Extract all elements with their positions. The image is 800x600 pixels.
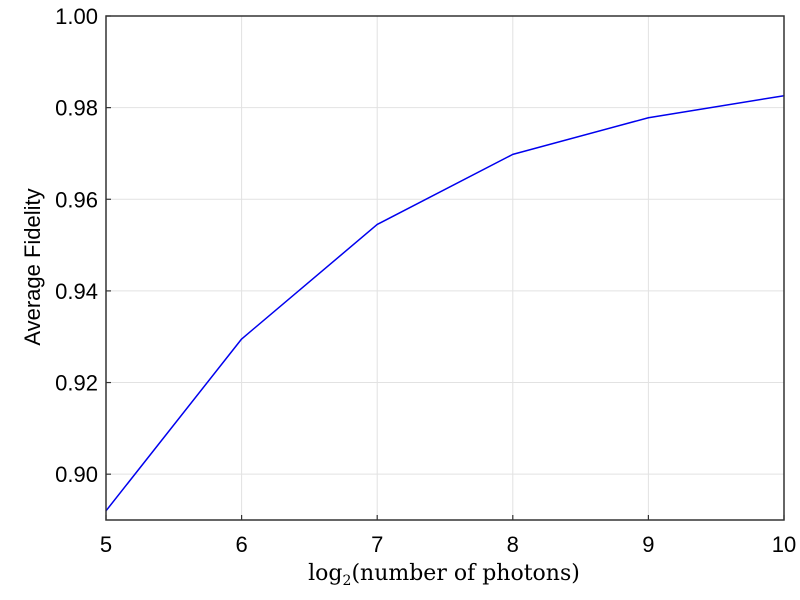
- x-tick-label: 5: [100, 532, 112, 557]
- plot-frame: [105, 15, 785, 521]
- y-tick-label: 0.90: [55, 462, 98, 487]
- x-tick-label: 7: [371, 532, 383, 557]
- data-point: [647, 117, 650, 119]
- y-tick-label: 0.96: [55, 187, 98, 212]
- x-tick-label: 9: [642, 532, 654, 557]
- data-point: [512, 153, 514, 155]
- x-axis-label-fn: log: [308, 561, 342, 586]
- x-axis-label-sub: 2: [343, 573, 352, 589]
- x-tick-label: 6: [235, 532, 247, 557]
- x-tick-labels: 5 6 7 8 9 10: [100, 532, 796, 557]
- y-tick-label: 0.92: [55, 371, 98, 396]
- x-axis-label: log2(number of photons): [308, 561, 580, 589]
- x-tick-label: 10: [772, 532, 796, 557]
- data-point: [376, 223, 378, 226]
- x-axis-label-rest: (number of photons): [351, 561, 579, 586]
- series-layer: [105, 94, 785, 512]
- y-tick-label: 1.00: [55, 4, 98, 29]
- y-tick-labels: 0.90 0.92 0.94 0.96 0.98 1.00: [55, 4, 98, 487]
- y-axis-label: Average Fidelity: [20, 188, 45, 345]
- x-tick-label: 8: [507, 532, 519, 557]
- y-tick-label: 0.94: [55, 279, 98, 304]
- series-line-0: [105, 94, 785, 512]
- y-tick-label: 0.98: [55, 96, 98, 121]
- axis-ticks: [105, 15, 785, 520]
- data-point: [241, 338, 243, 340]
- grid-lines: [105, 15, 785, 520]
